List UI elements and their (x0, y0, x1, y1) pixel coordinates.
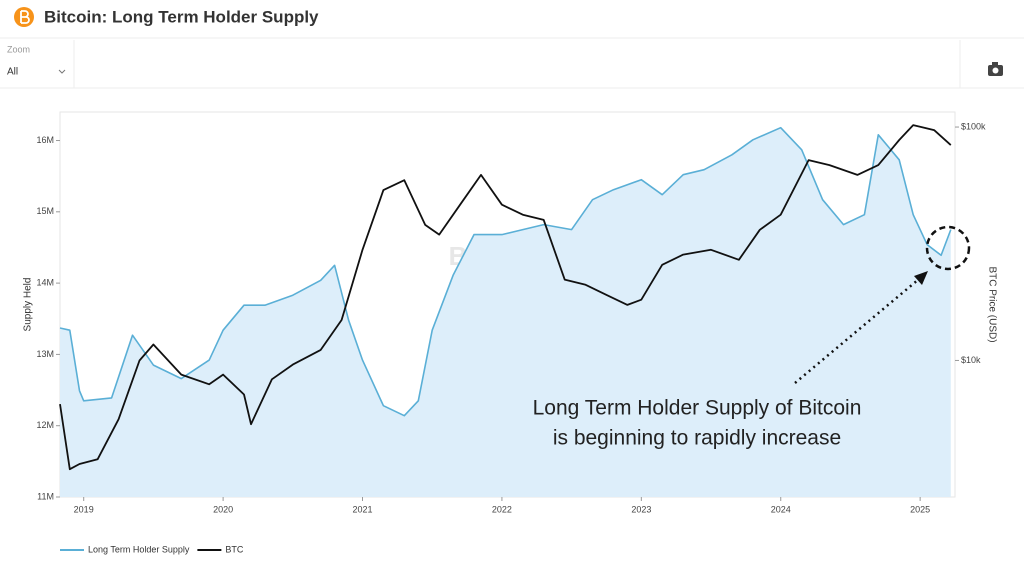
y-tick-label: 12M (36, 420, 54, 430)
y-tick-label: 11M (37, 491, 54, 501)
annotation: Long Term Holder Supply of Bitcoin (533, 397, 862, 420)
y2-tick-label: $100k (961, 121, 986, 131)
series-line (59, 126, 952, 417)
x-tick-label: 2020 (213, 504, 233, 514)
x-tick-label: 2025 (910, 504, 930, 514)
x-tick-label: 2019 (74, 504, 94, 514)
plot-area: BITCOIN MAGAZINEPRO11M12M13M14M15M16M$10… (23, 121, 998, 514)
y-axis-title: Supply Held (23, 278, 34, 332)
highlight-circle (925, 225, 971, 271)
area (60, 127, 951, 497)
zoom-dropdown-arrow[interactable] (58, 69, 66, 74)
annotation-arrowhead (914, 271, 928, 285)
x-tick-label: 2024 (771, 504, 791, 514)
zoom-select[interactable]: All (7, 67, 18, 78)
y-tick-label: 16M (36, 135, 54, 145)
y-tick-label: 13M (36, 349, 54, 359)
y2-tick-label: $10k (961, 355, 981, 365)
zoom-label: Zoom (7, 44, 30, 54)
x-tick-label: 2022 (492, 504, 512, 514)
annotation: is beginning to rapidly increase (553, 427, 841, 450)
x-tick-label: 2023 (631, 504, 651, 514)
x-tick-label: 2021 (352, 504, 372, 514)
y-tick-label: 15M (36, 206, 54, 216)
page-title: Bitcoin: Long Term Holder Supply (44, 7, 319, 26)
series-line (59, 124, 952, 471)
camera-button[interactable] (988, 62, 1003, 76)
y-tick-label: 14M (36, 277, 54, 287)
bitcoin-icon-glyph (20, 10, 30, 24)
legend-label: Long Term Holder Supply (88, 544, 190, 554)
legend-label: BTC (225, 544, 244, 554)
y2-axis-title: BTC Price (USD) (986, 266, 997, 342)
